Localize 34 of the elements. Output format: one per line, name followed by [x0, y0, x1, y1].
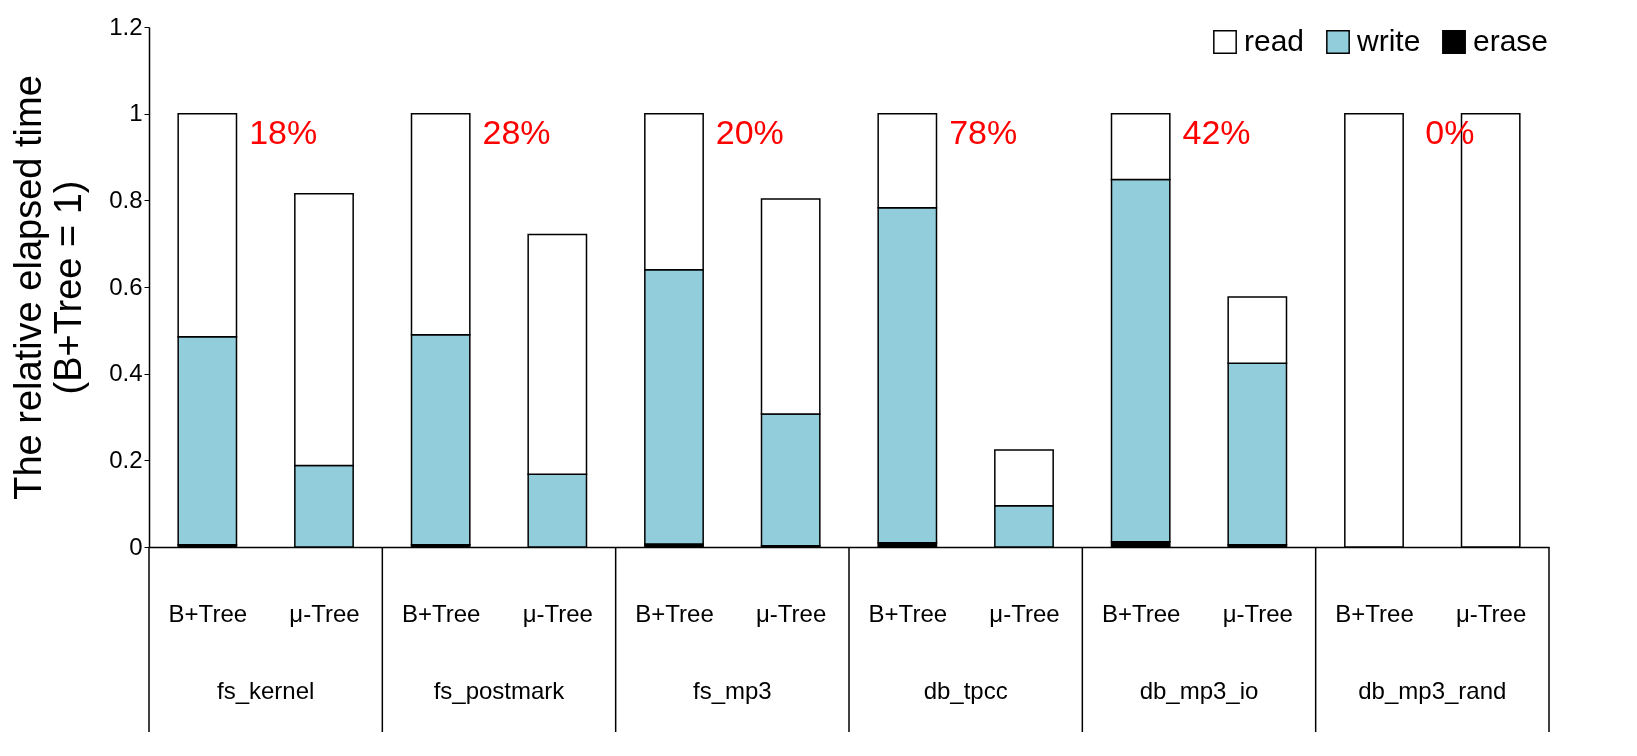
annotation: 78% — [949, 112, 1018, 151]
x-tick-label: B+Tree — [1101, 599, 1181, 627]
legend-label: write — [1356, 24, 1421, 57]
text: db_tpcc — [923, 677, 1008, 704]
legend-label: read — [1244, 24, 1305, 57]
x-tick-label: μ-Tree — [756, 599, 827, 627]
x-tick-label: B+Tree — [401, 599, 481, 627]
x-tick-label: B+Tree — [635, 599, 714, 627]
text: db_mp3_io — [1139, 677, 1259, 704]
annotation: 18% — [249, 112, 318, 151]
x-tick-label: B+Tree — [868, 599, 948, 627]
annotation: 20% — [715, 112, 784, 151]
x-tick-label: B+Tree — [1335, 599, 1414, 627]
x-tick-label: μ-Tree — [522, 599, 593, 627]
text: fs_kernel — [216, 677, 315, 704]
x-tick-label: μ-Tree — [289, 599, 360, 627]
x-tick-label: B+Tree — [168, 599, 248, 627]
y-tick-label: 1.2 — [109, 12, 143, 40]
annotation: 42% — [1182, 112, 1251, 151]
text: db_mp3_rand — [1358, 677, 1507, 704]
y-tick-label: 0 — [129, 532, 143, 560]
y-tick-label: 0.8 — [109, 185, 143, 213]
x-tick-label: μ-Tree — [1222, 599, 1293, 627]
y-tick-label: 1 — [129, 99, 143, 127]
annotation: 28% — [482, 112, 551, 151]
text: fs_mp3 — [692, 677, 772, 704]
x-tick-label: μ-Tree — [989, 599, 1060, 627]
y-tick-label: 0.4 — [109, 359, 143, 387]
text: fs_postmark — [433, 677, 566, 704]
x-tick-label: μ-Tree — [1456, 599, 1527, 627]
legend-label: erase — [1473, 24, 1549, 57]
y-tick-label: 0.2 — [109, 445, 143, 473]
y-tick-label: 0.6 — [109, 272, 143, 300]
y-axis-title: The relative elapsed time (B+Tree = 1) — [7, 75, 90, 500]
